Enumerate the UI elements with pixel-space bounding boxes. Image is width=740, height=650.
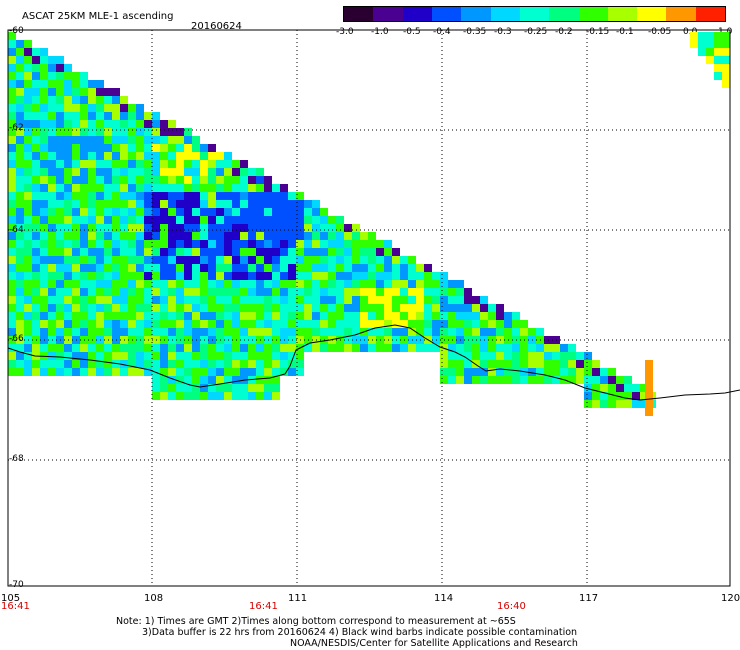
colorbar-tick-label: -0.4 [433, 27, 451, 37]
colorbar-swatch [461, 7, 491, 21]
time-label: 16:41 [249, 601, 278, 612]
colorbar-swatch [490, 7, 520, 21]
colorbar-tick-label: -0.35 [463, 27, 487, 37]
colorbar-swatch [666, 7, 696, 21]
colorbar-swatch [637, 7, 667, 21]
colorbar-tick-label: -0.15 [586, 27, 610, 37]
colorbar-swatch [578, 7, 608, 21]
footnote-line-2: 3)Data buffer is 22 hrs from 20160624 4)… [142, 627, 578, 638]
footnote-line-3: NOAA/NESDIS/Center for Satellite Applica… [290, 638, 578, 649]
colorbar-swatch [402, 7, 432, 21]
footnote-line-1: Note: 1) Times are GMT 2)Times along bot… [116, 616, 516, 627]
lat-label: -68 [9, 454, 24, 464]
product-date: 20160624 [191, 21, 242, 32]
colorbar-tick-label: -0.25 [524, 27, 548, 37]
colorbar-tick-label: -1.0 [371, 27, 389, 37]
product-title: ASCAT 25KM MLE-1 ascending [22, 11, 174, 22]
lat-label: -70 [9, 580, 24, 590]
lat-lon-grid [8, 30, 730, 586]
colorbar [343, 6, 726, 22]
lat-label: -62 [9, 123, 24, 133]
lon-label: 120 [721, 593, 740, 604]
colorbar-swatch [549, 7, 579, 21]
colorbar-swatch [519, 7, 550, 21]
colorbar-swatch [373, 7, 403, 21]
map-frame [7, 29, 731, 587]
time-label: 16:41 [1, 601, 30, 612]
colorbar-tick-label: -0.1 [616, 27, 634, 37]
colorbar-tick-label: -3.0 [336, 27, 354, 37]
colorbar-swatch [431, 7, 462, 21]
colorbar-swatch [607, 7, 638, 21]
colorbar-tick-label: -0.2 [555, 27, 573, 37]
lon-label: 117 [579, 593, 599, 604]
lon-label: 114 [434, 593, 454, 604]
lat-label: -64 [9, 225, 24, 235]
colorbar-tick-label: -0.5 [403, 27, 421, 37]
lon-label: 105 [1, 593, 21, 604]
lat-label: -60 [9, 26, 24, 36]
colorbar-swatch [344, 7, 374, 21]
colorbar-swatch [695, 7, 726, 21]
lat-label: -66 [9, 334, 24, 344]
time-label: 16:40 [497, 601, 526, 612]
colorbar-tick-label: -0.3 [494, 27, 512, 37]
lon-label: 108 [144, 593, 164, 604]
antarctic-coastline [7, 324, 740, 401]
wind-data-pixels [8, 32, 730, 416]
colorbar-tick-label: -0.05 [648, 27, 672, 37]
lon-label: 111 [288, 593, 308, 604]
